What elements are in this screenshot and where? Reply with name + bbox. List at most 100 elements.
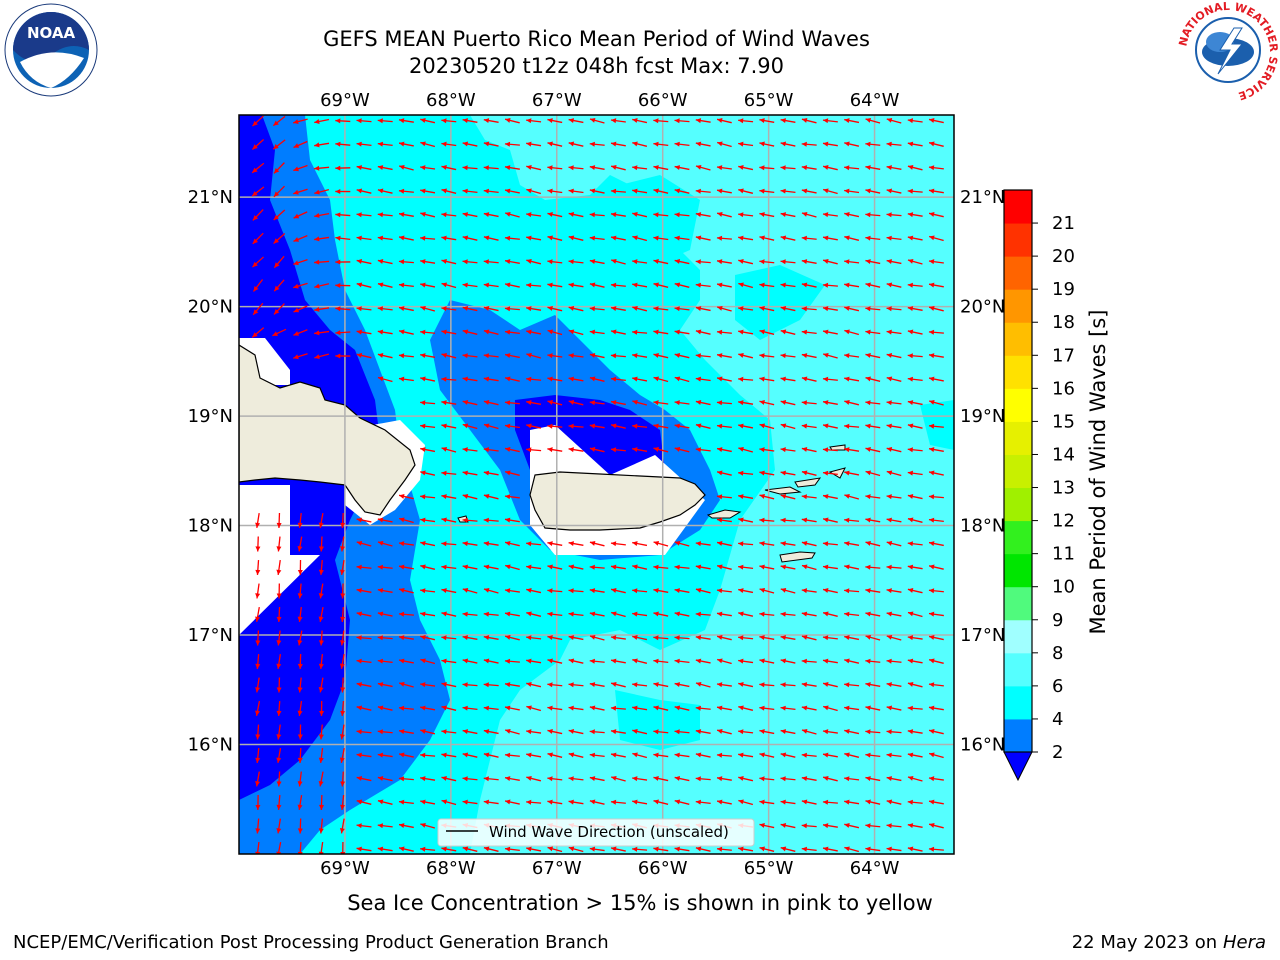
colorbar-bin xyxy=(1004,685,1032,720)
wave-direction-arrow xyxy=(420,705,436,711)
wave-direction-arrow xyxy=(568,729,584,735)
wave-direction-arrow xyxy=(801,846,817,852)
wave-direction-arrow xyxy=(928,799,944,805)
wave-direction-arrow xyxy=(251,162,265,174)
map-legend: Wind Wave Direction (unscaled) xyxy=(437,818,755,847)
wave-direction-arrow xyxy=(780,635,796,641)
wave-direction-arrow xyxy=(780,141,796,147)
wave-direction-arrow xyxy=(632,799,648,805)
wave-direction-arrow xyxy=(674,635,690,641)
wave-direction-arrow xyxy=(377,540,393,547)
wave-direction-arrow xyxy=(568,118,584,124)
wave-direction-arrow xyxy=(844,212,860,218)
wave-direction-arrow xyxy=(398,799,414,805)
lat-tick-left: 19°N xyxy=(188,406,233,427)
wave-direction-arrow xyxy=(716,423,732,429)
wave-direction-arrow xyxy=(886,376,902,382)
wave-direction-arrow xyxy=(589,282,605,288)
wave-direction-arrow xyxy=(314,236,330,242)
wave-direction-arrow xyxy=(441,282,457,289)
wave-direction-arrow xyxy=(297,677,303,693)
lat-tick-left: 21°N xyxy=(188,187,233,208)
wave-direction-arrow xyxy=(865,823,881,829)
wave-direction-arrow xyxy=(483,447,499,453)
wave-direction-arrow xyxy=(780,705,796,711)
wave-direction-arrow xyxy=(398,729,414,735)
wave-direction-arrow xyxy=(504,165,520,171)
wave-direction-arrow xyxy=(272,139,286,150)
wave-direction-arrow xyxy=(759,517,775,523)
wave-direction-arrow xyxy=(716,259,732,265)
wave-direction-arrow xyxy=(420,541,436,547)
wave-direction-arrow xyxy=(568,329,584,336)
wave-direction-arrow xyxy=(589,846,605,852)
wave-direction-arrow xyxy=(504,611,520,617)
wave-direction-arrow xyxy=(907,729,923,735)
wave-direction-arrow xyxy=(695,658,711,664)
wave-direction-arrow xyxy=(589,540,605,547)
wave-direction-arrow xyxy=(928,447,944,453)
wave-direction-arrow xyxy=(255,818,261,834)
wave-direction-arrow xyxy=(462,752,478,758)
wave-direction-arrow xyxy=(759,165,775,171)
wave-direction-arrow xyxy=(526,282,542,288)
wave-direction-arrow xyxy=(377,752,393,758)
wave-direction-arrow xyxy=(276,606,282,623)
period-zone-4-6-patch xyxy=(920,400,954,450)
wave-direction-arrow xyxy=(252,256,264,268)
wave-direction-arrow xyxy=(780,776,796,782)
wave-direction-arrow xyxy=(780,235,796,241)
wave-direction-arrow xyxy=(504,282,520,288)
wave-direction-arrow xyxy=(716,728,732,735)
colorbar-frame xyxy=(1003,189,1033,753)
colorbar-bin xyxy=(1004,256,1032,290)
wave-direction-arrow xyxy=(318,653,324,670)
wave-direction-arrow xyxy=(526,423,542,429)
wave-direction-arrow xyxy=(318,536,324,552)
wave-direction-arrow xyxy=(886,423,902,429)
wave-direction-arrow xyxy=(483,846,499,852)
wave-direction-arrow xyxy=(462,376,478,382)
wave-direction-arrow xyxy=(318,677,324,693)
wave-direction-arrow xyxy=(865,634,881,641)
wave-direction-arrow xyxy=(335,235,351,241)
wave-direction-arrow xyxy=(526,611,542,617)
wave-direction-arrow xyxy=(340,677,346,693)
wave-direction-arrow xyxy=(738,658,754,664)
wave-direction-arrow xyxy=(483,705,499,711)
wave-direction-arrow xyxy=(653,752,669,758)
wave-direction-arrow xyxy=(589,752,605,758)
wave-direction-arrow xyxy=(907,188,923,194)
wave-direction-arrow xyxy=(844,729,860,735)
wave-direction-arrow xyxy=(780,493,796,500)
wave-direction-arrow xyxy=(844,705,860,711)
wave-direction-arrow xyxy=(568,564,584,570)
wave-direction-arrow xyxy=(441,400,457,406)
wave-direction-arrow xyxy=(441,141,457,147)
wave-direction-arrow xyxy=(356,611,372,617)
wave-direction-arrow xyxy=(928,212,944,218)
wave-direction-arrow xyxy=(801,517,817,523)
wave-direction-arrow xyxy=(865,752,881,758)
wave-direction-arrow xyxy=(674,752,690,758)
wave-direction-arrow xyxy=(441,470,457,476)
wave-direction-arrow xyxy=(907,494,923,500)
wave-direction-arrow xyxy=(865,540,881,547)
wave-direction-arrow xyxy=(377,118,393,124)
wave-direction-arrow xyxy=(759,587,775,594)
wave-direction-arrow xyxy=(907,118,923,124)
wave-direction-arrow xyxy=(377,799,393,805)
wave-direction-arrow xyxy=(759,118,775,124)
wave-direction-arrow xyxy=(907,353,923,359)
wave-direction-arrow xyxy=(251,139,265,150)
wave-direction-arrow xyxy=(335,165,351,171)
wave-direction-arrow xyxy=(610,846,626,852)
wave-direction-arrow xyxy=(441,705,457,711)
wave-direction-arrow xyxy=(844,846,860,853)
wave-direction-arrow xyxy=(844,329,860,336)
wave-direction-arrow xyxy=(610,235,626,241)
wave-direction-arrow xyxy=(504,188,520,194)
wave-direction-arrow xyxy=(907,588,923,594)
wave-direction-arrow xyxy=(738,165,754,171)
wave-direction-arrow xyxy=(716,799,732,805)
